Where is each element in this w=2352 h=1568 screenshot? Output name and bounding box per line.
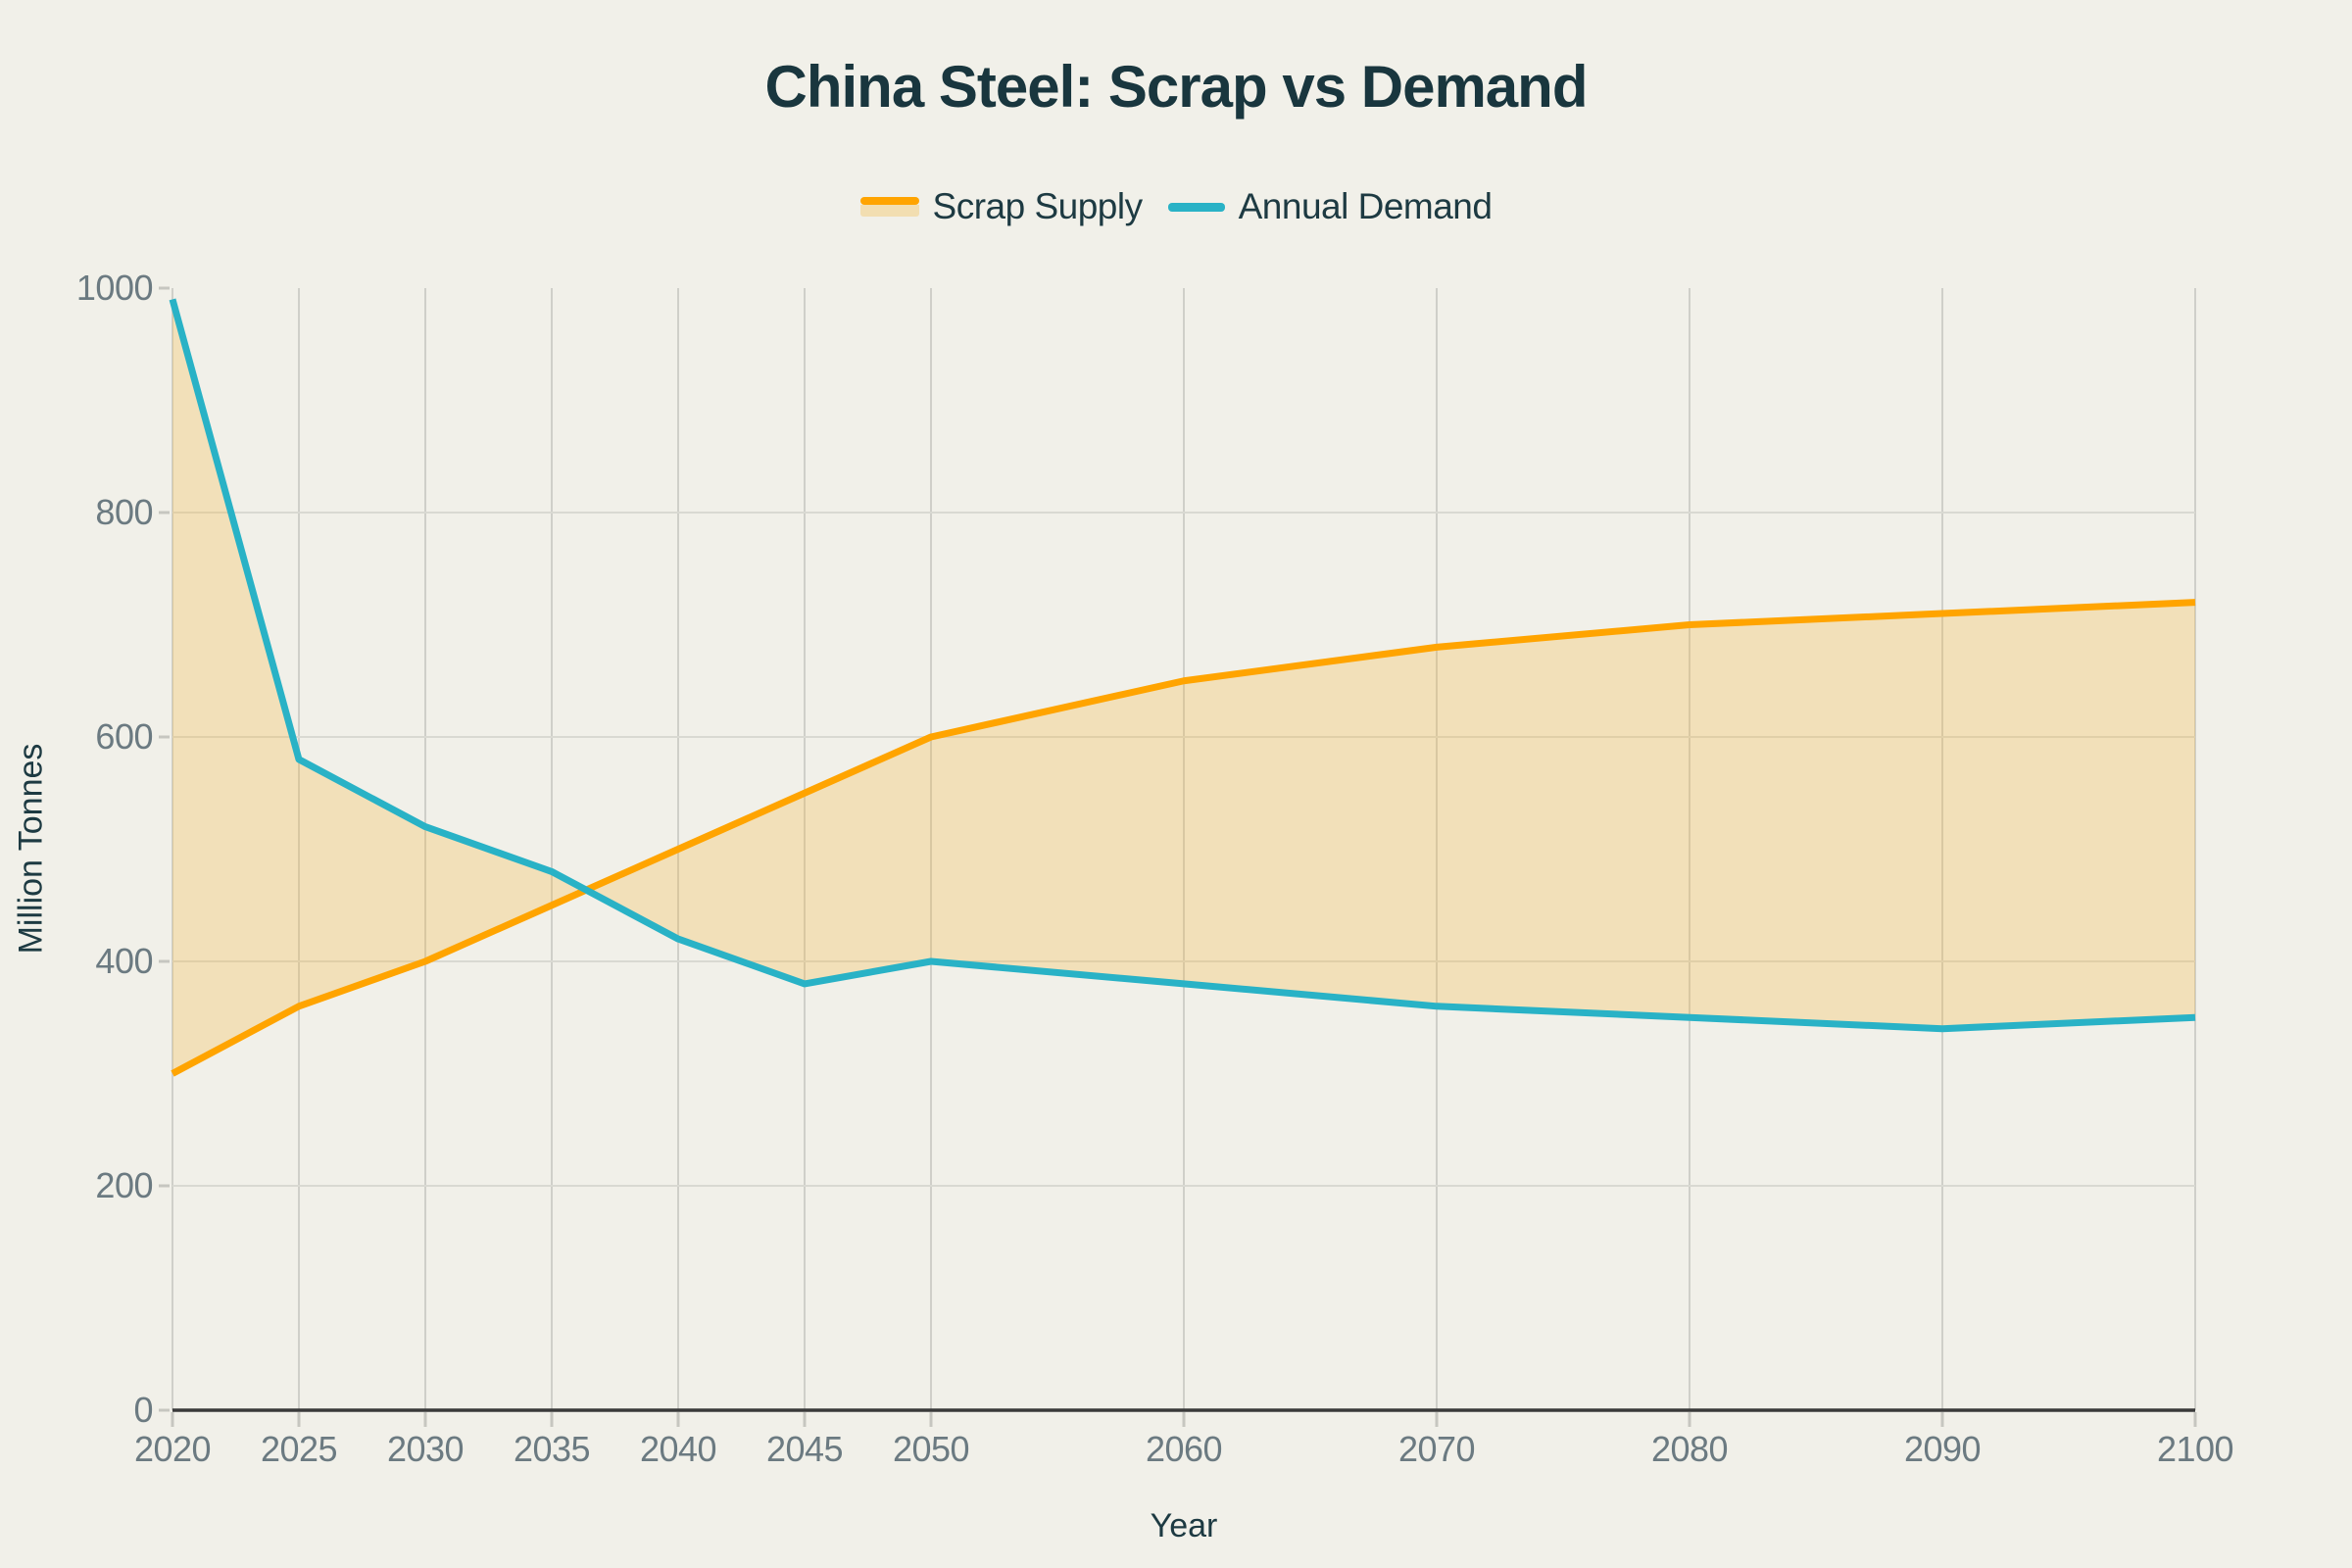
legend-label-annual-demand: Annual Demand xyxy=(1238,186,1493,226)
legend-label-scrap-supply: Scrap Supply xyxy=(932,186,1144,226)
supply-demand-band xyxy=(172,299,2195,1074)
y-axis-title: Million Tonnes xyxy=(12,743,50,955)
legend-item-scrap-supply: Scrap Supply xyxy=(859,186,1144,227)
y-tick-label: 400 xyxy=(95,941,153,981)
x-tick-label: 2045 xyxy=(766,1429,843,1469)
x-tick-label: 2050 xyxy=(893,1429,969,1469)
x-tick-label: 2080 xyxy=(1651,1429,1728,1469)
y-tick-label: 200 xyxy=(95,1165,153,1205)
y-tick-label: 1000 xyxy=(76,268,153,308)
scrap-supply-swatch xyxy=(859,197,919,217)
scrap-supply-line xyxy=(171,599,2196,1077)
scrap-supply-swatch-fill xyxy=(859,205,919,217)
chart-title: China Steel: Scrap vs Demand xyxy=(764,54,1589,120)
legend-item-annual-demand: Annual Demand xyxy=(1167,186,1493,227)
legend: Scrap Supply Annual Demand xyxy=(0,186,2352,227)
x-tick-label: 2030 xyxy=(387,1429,464,1469)
x-tick-label: 2035 xyxy=(514,1429,590,1469)
scrap-supply-swatch-line xyxy=(859,197,919,205)
x-tick-label: 2060 xyxy=(1146,1429,1222,1469)
annual-demand-swatch xyxy=(1167,202,1225,212)
y-tick-label: 0 xyxy=(133,1390,153,1430)
x-tick-label: 2100 xyxy=(2157,1429,2233,1469)
x-tick-label: 2070 xyxy=(1398,1429,1475,1469)
y-tick-label: 600 xyxy=(95,716,153,757)
x-axis-title: Year xyxy=(1150,1507,1218,1544)
x-tick-label: 2020 xyxy=(134,1429,211,1469)
x-tick-label: 2090 xyxy=(1904,1429,1981,1469)
y-tick-label: 800 xyxy=(95,492,153,532)
annual-demand-line xyxy=(169,298,2196,1033)
x-tick-label: 2040 xyxy=(640,1429,716,1469)
x-tick-label: 2025 xyxy=(261,1429,337,1469)
